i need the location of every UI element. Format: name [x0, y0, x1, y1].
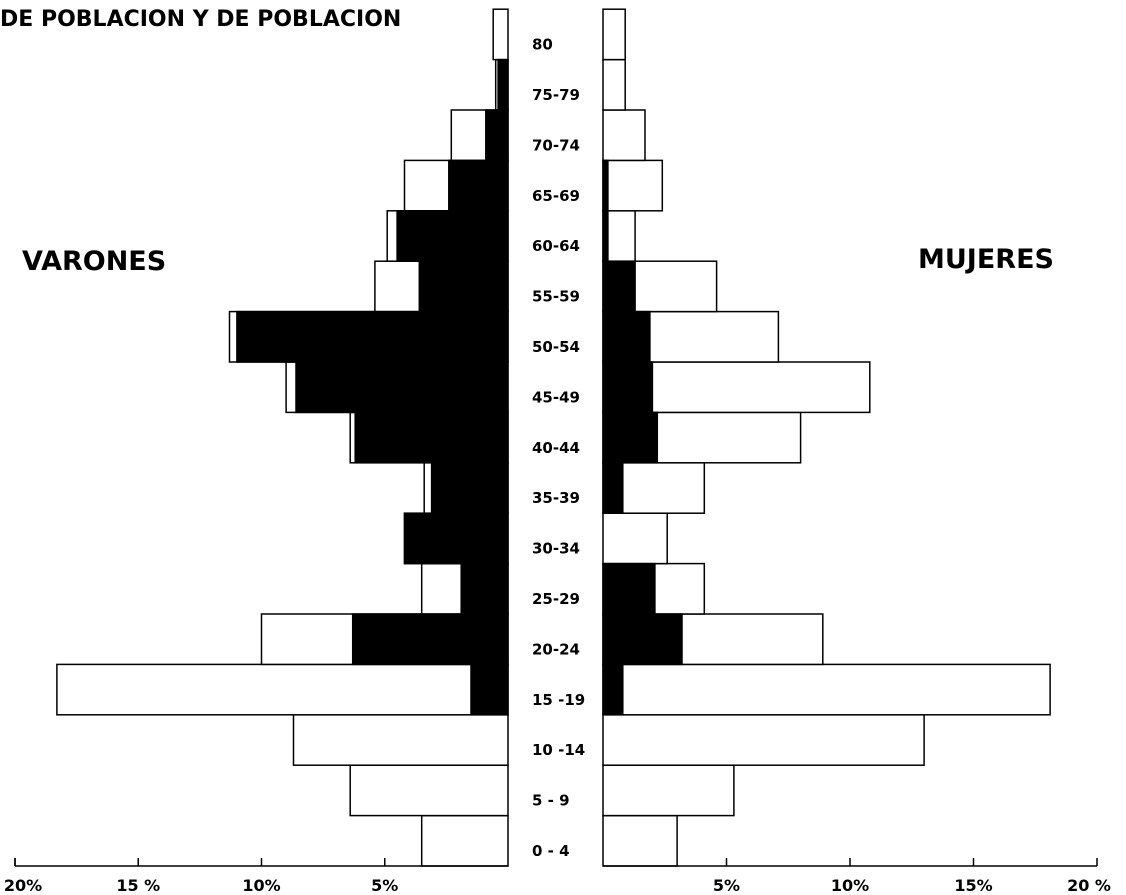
right-black-bar-4: [602, 613, 683, 666]
left-black-bar-10: [236, 310, 509, 363]
left-black-bar-5: [460, 562, 509, 615]
left-white-bar-3: [56, 663, 509, 716]
left-tick-label-1: 15 %: [116, 876, 160, 895]
right-white-bar-13: [602, 159, 664, 212]
left-side-label: VARONES: [22, 246, 166, 277]
left-black-bar-3: [470, 663, 509, 716]
right-white-bar-15: [602, 58, 626, 111]
left-black-bar-11: [418, 260, 509, 313]
age-label-0: 0 - 4: [532, 842, 570, 860]
right-black-bar-7: [602, 462, 624, 514]
chart-title: DE POBLACION Y DE POBLACION: [0, 7, 401, 32]
left-black-bar-13: [448, 159, 509, 212]
age-label-6: 30-34: [532, 540, 580, 558]
right-black-bar-10: [602, 310, 651, 363]
left-black-bar-9: [295, 361, 509, 414]
age-label-14: 70-74: [532, 136, 580, 154]
age-label-16: 80: [532, 36, 553, 54]
right-white-bar-16: [602, 8, 626, 61]
age-label-3: 15 -19: [532, 691, 585, 709]
right-black-bar-8: [602, 411, 659, 464]
age-label-8: 40-44: [532, 439, 580, 457]
age-label-1: 5 - 9: [532, 792, 570, 810]
left-black-bar-14: [485, 109, 509, 162]
right-white-bar-0: [602, 814, 678, 867]
age-label-13: 65-69: [532, 187, 580, 205]
left-white-bar-0: [420, 814, 509, 867]
age-label-2: 10 -14: [532, 741, 585, 759]
left-tick-label-2: 10%: [242, 876, 280, 895]
right-black-bar-3: [602, 663, 624, 716]
right-black-bar-5: [602, 562, 656, 615]
age-label-7: 35-39: [532, 489, 580, 507]
right-white-bar-1: [602, 764, 735, 817]
right-black-bar-9: [602, 361, 654, 414]
right-side-label: MUJERES: [918, 244, 1054, 275]
left-black-bar-6: [403, 512, 509, 565]
right-white-bar-2: [602, 714, 925, 766]
age-label-11: 55-59: [532, 288, 580, 306]
right-white-bar-6: [602, 512, 668, 565]
left-black-bar-12: [396, 210, 509, 262]
x-axes: 20% 5% 15 % 10% 10% 15% 5% 20 %: [4, 858, 1111, 895]
left-black-bar-4: [351, 613, 509, 666]
left-black-bar-15: [497, 58, 509, 111]
age-label-5: 25-29: [532, 590, 580, 608]
age-group-labels: 0 - 4 5 - 9 10 -14 15 -19 20-24 25-29 30-34 35-…: [532, 36, 585, 860]
right-black-bar-11: [602, 260, 636, 313]
age-label-10: 50-54: [532, 338, 580, 356]
right-tick-label-3: 20 %: [1067, 876, 1111, 895]
left-tick-label-3: 5%: [371, 876, 398, 895]
left-white-bar-16: [492, 8, 509, 61]
age-label-4: 20-24: [532, 640, 580, 658]
age-label-12: 60-64: [532, 237, 580, 255]
left-tick-label-0: 20%: [4, 876, 42, 895]
left-black-bar-8: [354, 411, 509, 464]
right-tick-label-0: 5%: [713, 876, 740, 895]
right-tick-label-1: 10%: [831, 876, 869, 895]
age-label-15: 75-79: [532, 86, 580, 104]
bars-group: [56, 8, 1051, 867]
right-tick-label-2: 15%: [954, 876, 992, 895]
right-black-bar-13: [602, 159, 609, 212]
left-white-bar-1: [349, 764, 509, 817]
age-label-9: 45-49: [532, 388, 580, 406]
right-white-bar-3: [602, 663, 1051, 716]
right-white-bar-14: [602, 109, 646, 162]
left-black-bar-7: [430, 462, 509, 514]
left-white-bar-2: [292, 714, 509, 766]
right-black-bar-12: [602, 210, 609, 262]
